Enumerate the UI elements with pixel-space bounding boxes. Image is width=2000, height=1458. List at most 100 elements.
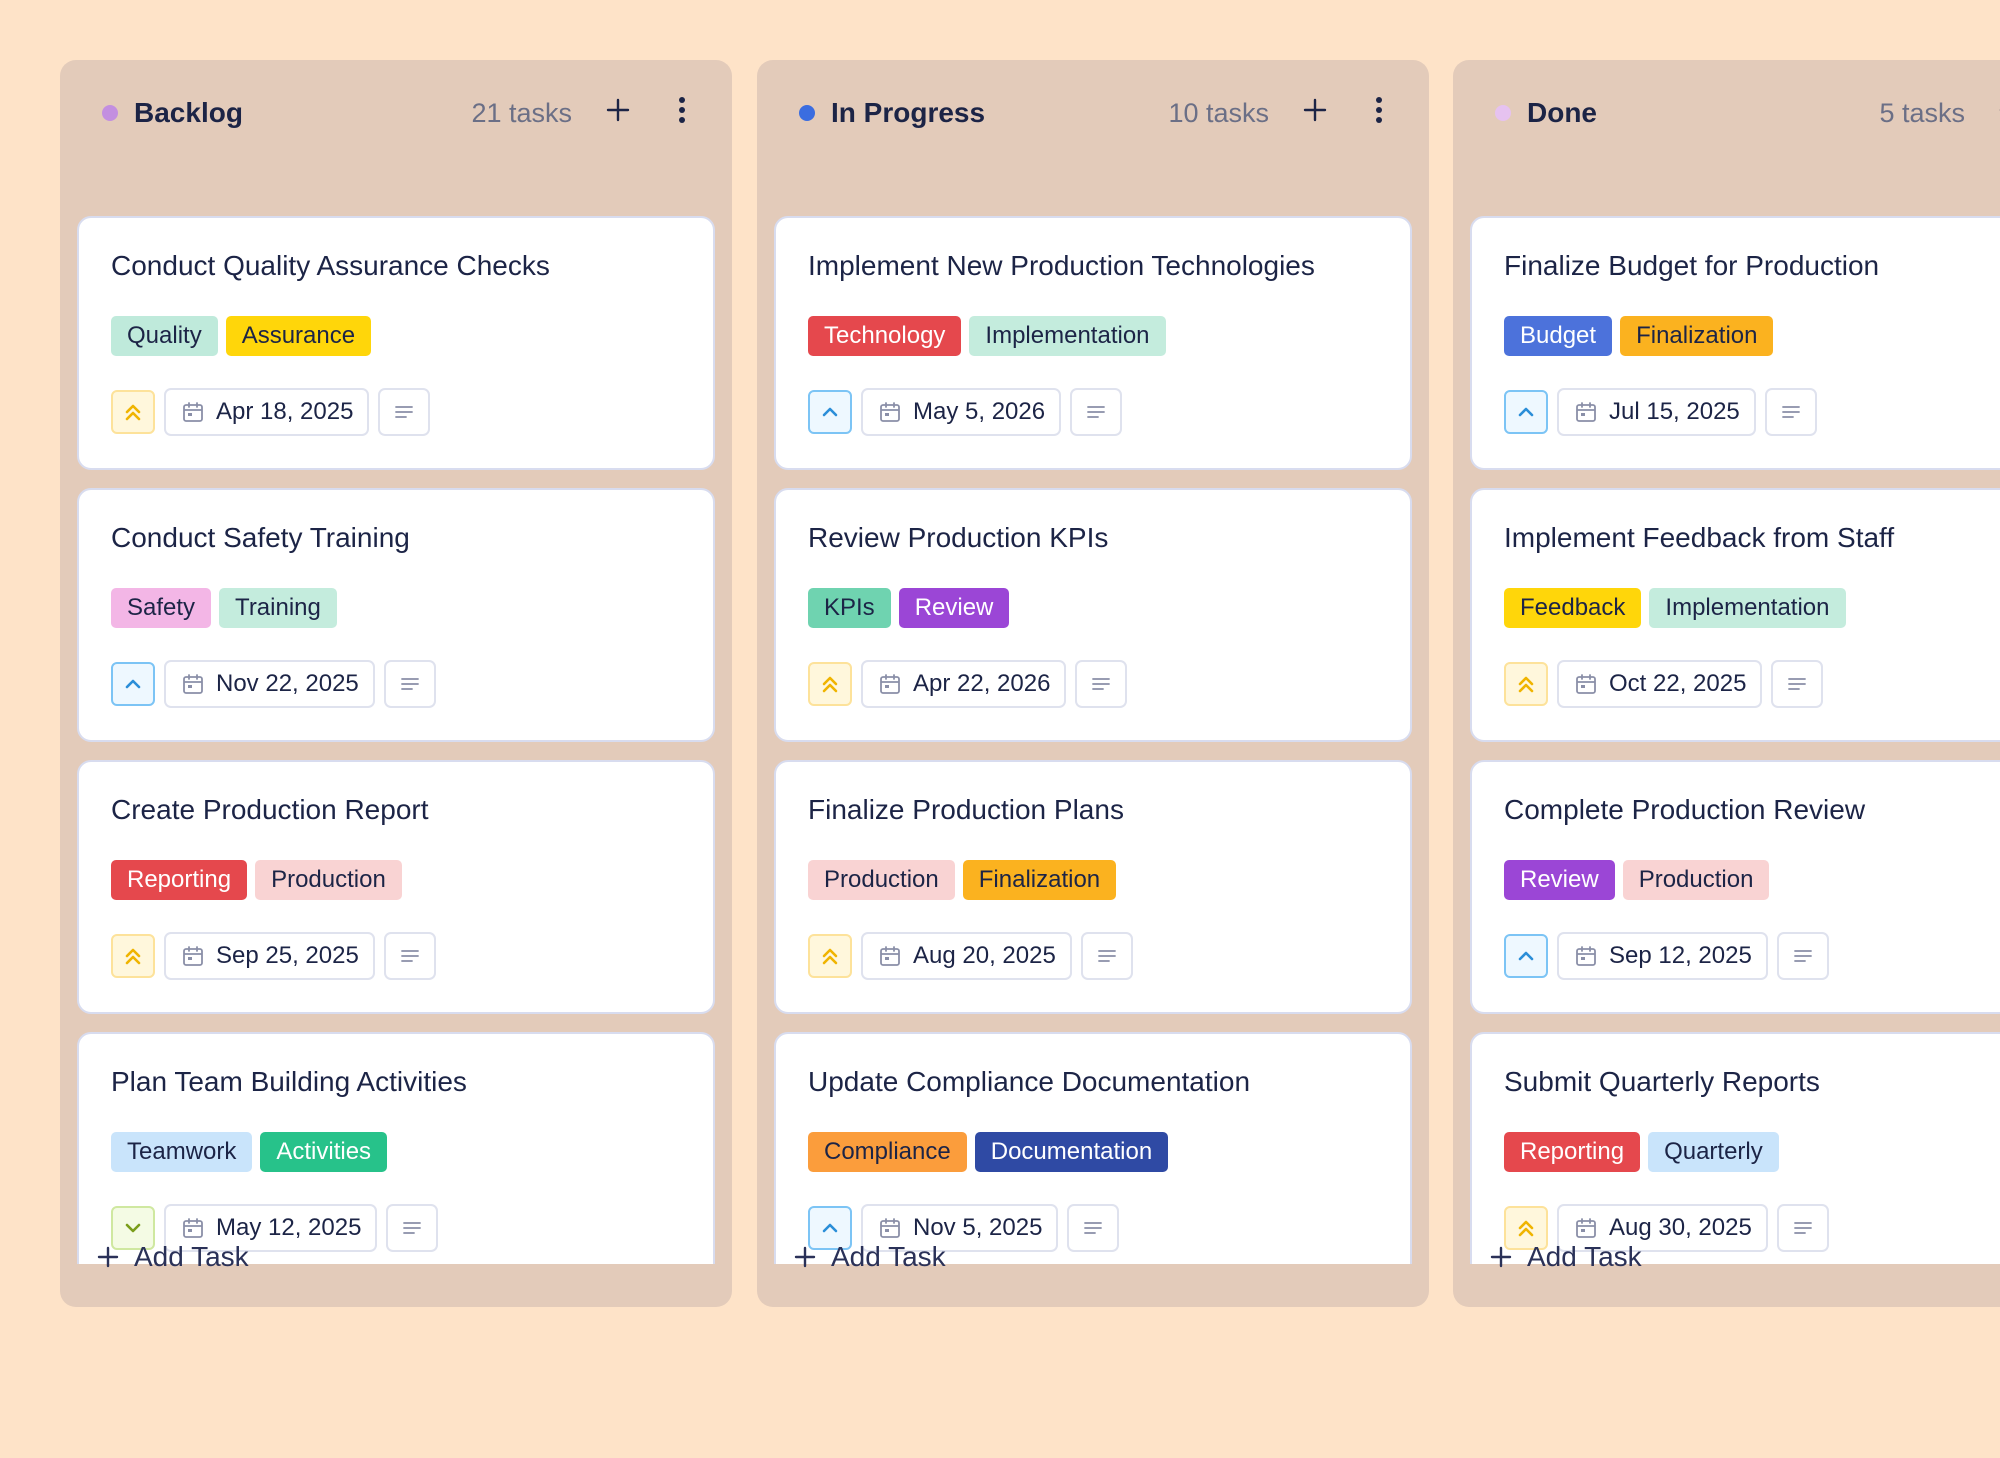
tag: Production [808, 860, 955, 900]
add-task-button[interactable]: Add Task [793, 1241, 946, 1273]
due-date-text: Jul 15, 2025 [1609, 398, 1740, 425]
description-button[interactable] [1771, 660, 1824, 708]
due-date-button[interactable]: Jul 15, 2025 [1557, 388, 1756, 436]
tag-list: Technology Implementation [808, 316, 1166, 356]
description-button[interactable] [1764, 388, 1817, 436]
add-task-label: Add Task [1527, 1241, 1642, 1272]
due-date-button[interactable]: Apr 22, 2026 [861, 660, 1067, 708]
task-title: Finalize Production Plans [808, 794, 1124, 825]
column-title: Done [1527, 97, 1597, 128]
column-add-task-button[interactable] [596, 88, 640, 132]
tag: Activities [260, 1132, 388, 1172]
add-task-button[interactable]: Add Task [1489, 1241, 1642, 1273]
due-date-button[interactable]: Aug 20, 2025 [861, 932, 1072, 980]
description-button[interactable] [1080, 932, 1133, 980]
column-backlog: Backlog 21 tasks Conduct Quality Assurance… [60, 60, 732, 1307]
column-add-task-button[interactable] [1293, 88, 1337, 132]
description-button[interactable] [383, 932, 436, 980]
due-date-button[interactable]: Aug 30, 2025 [1557, 1204, 1768, 1252]
priority-button[interactable] [111, 662, 155, 706]
task-title: Complete Production Review [1504, 794, 1866, 825]
column-status-dot [799, 105, 815, 121]
due-date-text: Apr 18, 2025 [216, 398, 354, 425]
description-button[interactable] [378, 388, 431, 436]
task-title: Review Production KPIs [808, 522, 1109, 553]
calendar-icon [182, 1217, 204, 1239]
task-title: Conduct Safety Training [111, 522, 410, 553]
task-meta: Nov 22, 2025 [111, 660, 436, 708]
column-menu-button[interactable] [668, 88, 696, 132]
calendar-icon [1575, 945, 1597, 967]
tag: Budget [1504, 316, 1613, 356]
tag: Training [219, 588, 337, 628]
description-icon [1792, 1217, 1814, 1239]
due-date-button[interactable]: Sep 12, 2025 [1557, 932, 1768, 980]
tag-list: Reporting Quarterly [1504, 1132, 1779, 1172]
priority-button[interactable] [1504, 662, 1548, 706]
add-task-button[interactable]: Add Task [96, 1241, 249, 1273]
calendar-icon [1575, 401, 1597, 423]
due-date-button[interactable]: Apr 18, 2025 [164, 388, 370, 436]
description-icon [1792, 945, 1814, 967]
due-date-button[interactable]: Nov 5, 2025 [861, 1204, 1059, 1252]
priority-button[interactable] [111, 390, 155, 434]
task-card[interactable]: Implement New Production Technologies Tec… [774, 216, 1412, 470]
column-add-task-button[interactable] [1989, 88, 2000, 132]
tag-list: Safety Training [111, 588, 337, 628]
due-date-button[interactable]: May 5, 2026 [861, 388, 1062, 436]
due-date-text: May 5, 2026 [913, 398, 1046, 425]
due-date-button[interactable]: Sep 25, 2025 [164, 932, 375, 980]
description-button[interactable] [1776, 1204, 1829, 1252]
description-button[interactable] [386, 1204, 439, 1252]
calendar-icon [1575, 1217, 1597, 1239]
task-card[interactable]: Update Compliance Documentation Complianc… [774, 1032, 1412, 1264]
plus-icon [96, 1245, 120, 1269]
task-card[interactable]: Submit Quarterly Reports Reporting Quarter… [1470, 1032, 2000, 1264]
task-card[interactable]: Create Production Report Reporting Product… [77, 760, 715, 1014]
tag: Production [1622, 860, 1770, 900]
description-button[interactable] [1070, 388, 1123, 436]
task-card[interactable]: Conduct Quality Assurance Checks Quality A… [77, 216, 715, 470]
priority-button[interactable] [808, 390, 852, 434]
task-title: Create Production Report [111, 794, 429, 825]
add-task-label: Add Task [831, 1241, 946, 1272]
calendar-icon [182, 401, 204, 423]
due-date-button[interactable]: May 12, 2025 [164, 1204, 378, 1252]
task-card[interactable]: Implement Feedback from Staff Feedback Imp… [1470, 488, 2000, 742]
calendar-icon [879, 1217, 901, 1239]
priority-button[interactable] [111, 934, 155, 978]
description-icon [1786, 673, 1808, 695]
plus-icon [605, 97, 631, 123]
double-chevron-up-icon [122, 401, 144, 423]
column-task-count: 10 tasks [1168, 98, 1269, 128]
card-list: Finalize Budget for Production Budget Fina… [1470, 156, 2000, 1264]
description-button[interactable] [383, 660, 436, 708]
priority-button[interactable] [1504, 390, 1548, 434]
due-date-text: Aug 20, 2025 [913, 942, 1056, 969]
priority-button[interactable] [111, 1206, 155, 1250]
task-card[interactable]: Complete Production Review Review Producti… [1470, 760, 2000, 1014]
task-card[interactable]: Finalize Budget for Production Budget Fina… [1470, 216, 2000, 470]
due-date-button[interactable]: Nov 22, 2025 [164, 660, 375, 708]
task-title: Submit Quarterly Reports [1504, 1066, 1820, 1097]
priority-button[interactable] [808, 662, 852, 706]
due-date-button[interactable]: Oct 22, 2025 [1557, 660, 1763, 708]
plus-icon [793, 1245, 817, 1269]
description-button[interactable] [1067, 1204, 1120, 1252]
column-title: Backlog [134, 97, 243, 128]
description-button[interactable] [1075, 660, 1128, 708]
column-menu-button[interactable] [1365, 88, 1393, 132]
priority-button[interactable] [1504, 1206, 1548, 1250]
task-meta: Jul 15, 2025 [1504, 388, 1817, 436]
task-card[interactable]: Finalize Production Plans Production Final… [774, 760, 1412, 1014]
priority-button[interactable] [808, 1206, 852, 1250]
priority-button[interactable] [1504, 934, 1548, 978]
priority-button[interactable] [808, 934, 852, 978]
task-card[interactable]: Conduct Safety Training Safety Training Nov… [77, 488, 715, 742]
task-title: Finalize Budget for Production [1504, 250, 1880, 281]
task-card[interactable]: Plan Team Building Activities Teamwork Act… [77, 1032, 715, 1264]
tag: Reporting [1504, 1132, 1641, 1172]
due-date-text: May 12, 2025 [216, 1214, 362, 1241]
task-card[interactable]: Review Production KPIs KPIs Review Apr 22, … [774, 488, 1412, 742]
description-button[interactable] [1776, 932, 1829, 980]
